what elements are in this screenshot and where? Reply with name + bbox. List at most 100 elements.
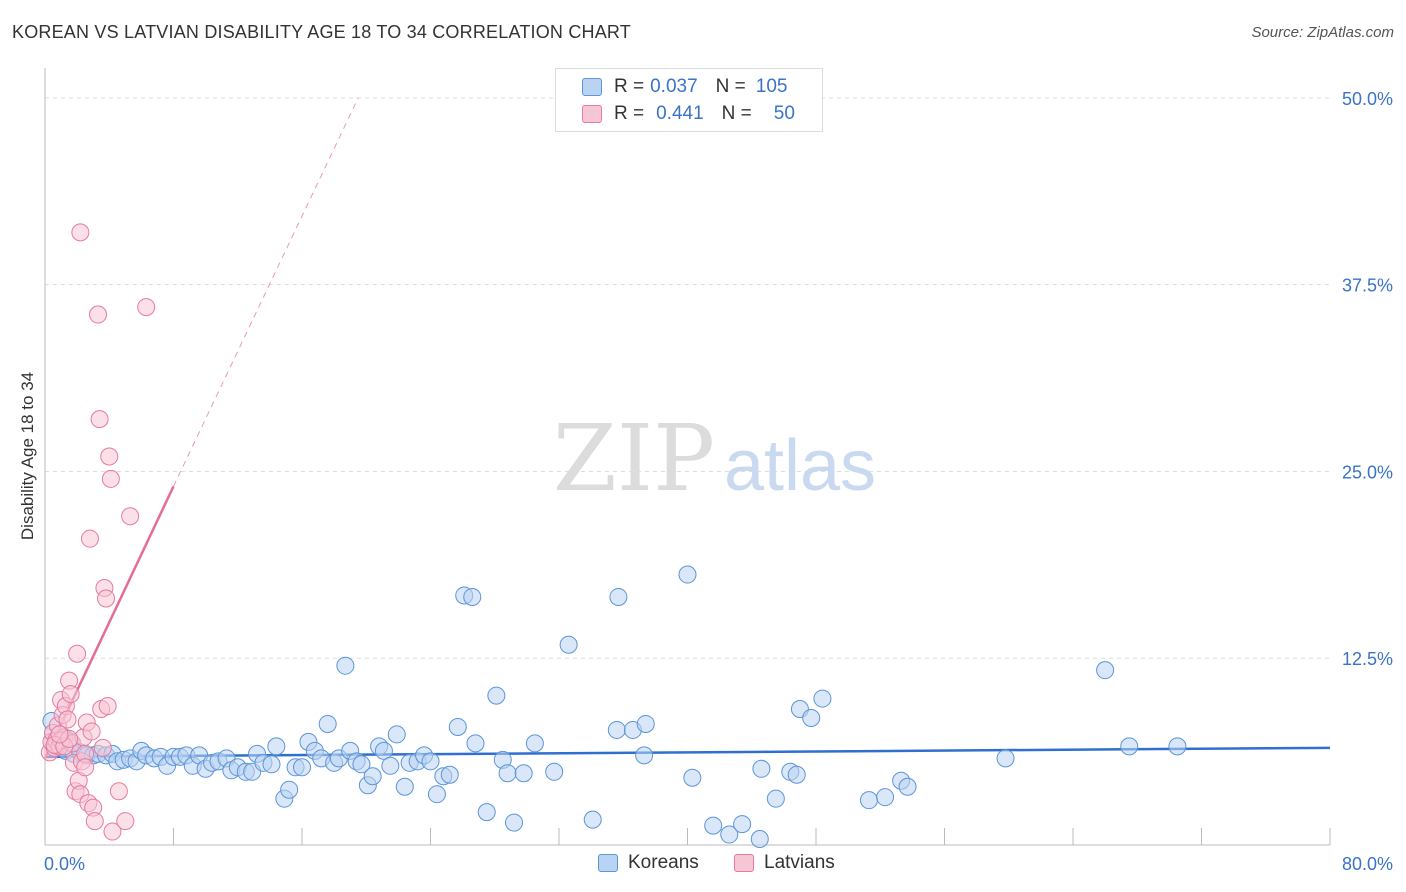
latvian-point <box>97 589 116 608</box>
korean-point <box>381 756 400 775</box>
data-points <box>40 223 1187 849</box>
korean-point <box>1168 737 1187 756</box>
korean-swatch <box>582 78 602 96</box>
korean-point <box>860 791 879 810</box>
korean-point <box>363 767 382 786</box>
latvian-n-value: 50 <box>773 103 795 124</box>
correlation-legend: R = 0.037 N = 105 R = 0.441 N = 50 <box>555 68 823 132</box>
koreans-legend-label: Koreans <box>628 852 699 873</box>
korean-r-value: 0.037 <box>650 76 698 97</box>
latvian-point <box>85 812 104 831</box>
legend-item-koreans[interactable]: Koreans <box>598 852 699 874</box>
korean-point <box>387 725 406 744</box>
korean-point <box>678 565 697 584</box>
korean-point <box>607 720 626 739</box>
korean-point <box>609 587 628 606</box>
korean-point <box>583 810 602 829</box>
latvian-point <box>76 758 95 777</box>
korean-point <box>440 765 459 784</box>
latvian-point <box>80 529 99 548</box>
korean-point <box>293 758 311 777</box>
latvian-point <box>93 738 112 757</box>
latvians-legend-swatch <box>734 854 754 872</box>
korean-point <box>427 785 446 804</box>
korean-point <box>876 788 895 807</box>
latvian-point <box>89 305 108 324</box>
korean-point <box>336 656 355 675</box>
korean-point <box>752 759 771 778</box>
legend-item-latvians[interactable]: Latvians <box>734 852 835 874</box>
korean-point <box>498 764 517 783</box>
koreans-legend-swatch <box>598 854 618 872</box>
latvians-legend-label: Latvians <box>764 852 835 873</box>
watermark-atlas: atlas <box>724 426 876 506</box>
y-tick-label: 37.5% <box>1342 276 1393 296</box>
korean-point <box>505 813 524 832</box>
korean-point <box>720 825 739 844</box>
korean-point <box>318 714 337 733</box>
watermark: ZIP atlas <box>553 405 876 512</box>
y-tick-label: 12.5% <box>1342 649 1393 669</box>
x-tick-label-min: 0.0% <box>44 854 85 874</box>
korean-point <box>487 686 506 705</box>
korean-point <box>514 764 533 783</box>
latvian-point <box>98 697 117 716</box>
korean-point <box>463 587 482 606</box>
latvian-r-label: R = <box>614 103 645 124</box>
chart-title: KOREAN VS LATVIAN DISABILITY AGE 18 TO 3… <box>12 22 631 42</box>
korean-point <box>352 755 371 774</box>
korean-point <box>262 755 281 774</box>
korean-r-label: R = <box>614 76 645 97</box>
latvian-point <box>61 685 80 704</box>
korean-point <box>374 741 393 760</box>
latvian-point <box>103 822 122 841</box>
latvian-point <box>50 725 69 744</box>
korean-point <box>787 765 806 784</box>
korean-point <box>704 816 723 835</box>
legend-row-koreans: R = 0.037 N = 105 <box>582 75 787 99</box>
latvian-point <box>100 447 119 466</box>
x-tick-label-max: 80.0% <box>1342 854 1393 874</box>
watermark-zip: ZIP <box>553 405 715 512</box>
latvian-n-label: N = <box>721 103 752 124</box>
legend-row-latvians: R = 0.441 N = 50 <box>582 102 795 126</box>
source-label: Source: ZipAtlas.com <box>1251 24 1394 41</box>
latvian-r-value: 0.441 <box>656 103 704 124</box>
korean-n-value: 105 <box>755 76 788 97</box>
korean-point <box>898 777 917 796</box>
korean-point <box>996 749 1015 768</box>
korean-point <box>280 780 299 799</box>
korean-point <box>267 737 286 756</box>
latvian-point <box>71 223 90 242</box>
tick-labels: 12.5% 25.0% 37.5% 50.0% 0.0% 80.0% <box>44 89 1393 874</box>
y-axis-label: Disability Age 18 to 34 <box>18 371 37 541</box>
korean-point <box>525 734 544 753</box>
korean-point <box>1096 661 1115 680</box>
korean-point <box>766 789 785 808</box>
latvian-point <box>101 469 120 488</box>
korean-point <box>477 803 496 822</box>
korean-point <box>545 762 564 781</box>
latvian-swatch <box>582 105 602 123</box>
korean-point <box>636 714 655 733</box>
korean-point <box>813 689 832 708</box>
korean-point <box>421 752 440 771</box>
latvian-point <box>90 410 109 429</box>
latvian-trend-extension <box>173 97 359 487</box>
latvian-point <box>109 782 128 801</box>
latvian-point <box>116 812 135 831</box>
y-tick-label: 50.0% <box>1342 89 1393 109</box>
latvian-point <box>68 644 87 663</box>
korean-point <box>635 746 654 765</box>
korean-point <box>750 830 769 849</box>
korean-point <box>1120 737 1139 756</box>
latvian-point <box>137 298 156 317</box>
korean-point <box>466 734 485 753</box>
korean-n-label: N = <box>715 76 746 97</box>
latvian-point <box>58 710 77 729</box>
korean-point <box>802 708 821 727</box>
korean-point <box>683 768 702 787</box>
latvian-point <box>121 507 140 526</box>
latvian-point <box>82 722 101 741</box>
